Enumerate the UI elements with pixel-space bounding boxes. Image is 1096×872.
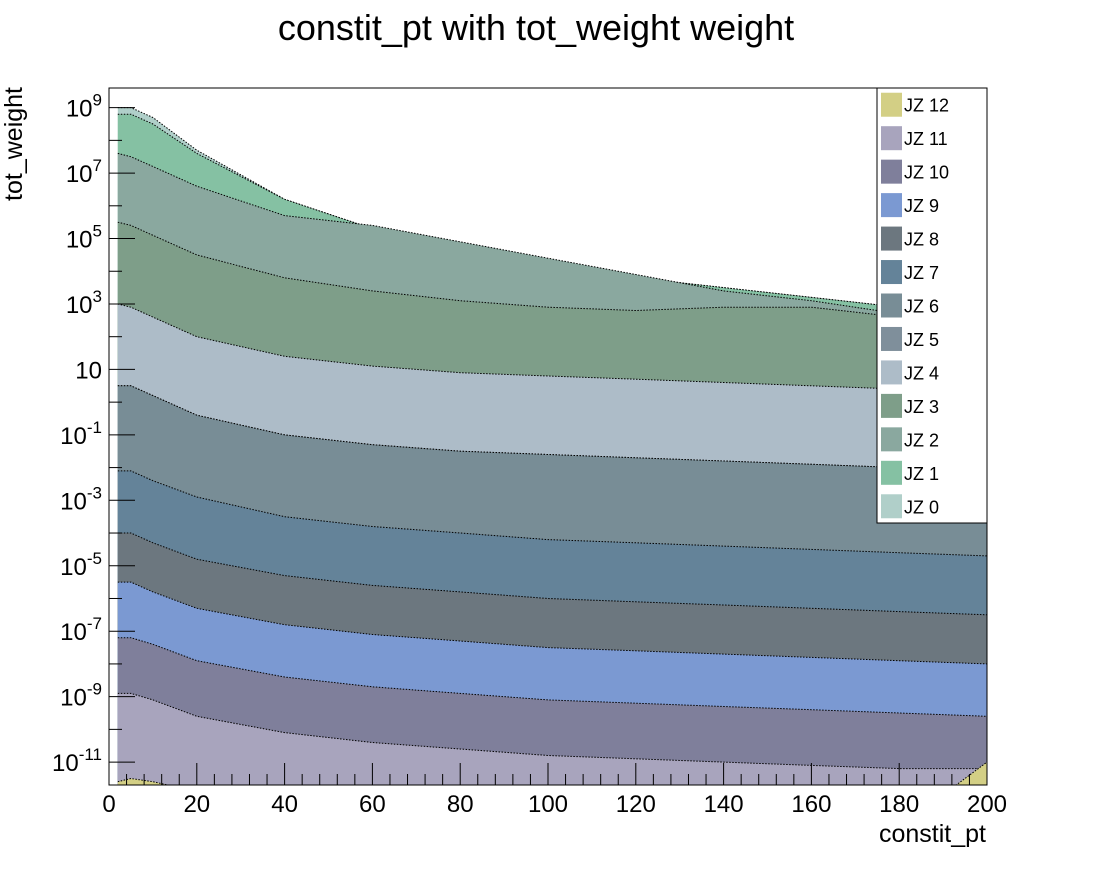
legend-label-jz-9: JZ 9	[904, 196, 939, 216]
y-tick-label: 10-5	[60, 549, 102, 581]
legend-swatch-jz-2	[881, 427, 902, 452]
legend-swatch-jz-5	[881, 326, 902, 351]
y-tick-label: 103	[66, 287, 102, 319]
x-tick-label: 0	[102, 791, 115, 818]
legend-label-jz-3: JZ 3	[904, 397, 939, 417]
x-tick-label: 120	[616, 791, 656, 818]
x-tick-label: 180	[879, 791, 919, 818]
y-tick-label: 105	[66, 222, 102, 254]
x-axis: 0 20 40 60 80 100 120 140 160 180 200	[102, 763, 1007, 818]
chart-title: constit_pt with tot_weight weight	[278, 7, 794, 48]
legend-label-jz-6: JZ 6	[904, 297, 939, 317]
legend-label-jz-7: JZ 7	[904, 263, 939, 283]
y-tick-label: 10-3	[60, 483, 102, 515]
legend-swatch-jz-3	[881, 393, 902, 418]
y-tick-label: 10-7	[60, 614, 102, 646]
x-axis-title: constit_pt	[879, 820, 986, 848]
legend-swatch-jz-4	[881, 360, 902, 385]
line-jz-2	[117, 152, 987, 321]
area-jz-11	[117, 693, 987, 785]
legend-label-jz-2: JZ 2	[904, 430, 939, 450]
line-jz-9	[117, 581, 987, 665]
legend-swatch-jz-10	[881, 159, 902, 184]
x-tick-label: 20	[183, 791, 210, 818]
legend-swatch-jz-8	[881, 226, 902, 251]
line-jz-10	[117, 637, 987, 717]
y-tick-label: 107	[66, 156, 102, 188]
y-tick-label: 10-1	[60, 418, 102, 450]
x-tick-label: 100	[528, 791, 568, 818]
line-jz-3	[117, 221, 987, 325]
line-jz-8	[117, 532, 987, 616]
legend-label-jz-0: JZ 0	[904, 497, 939, 517]
legend-swatch-jz-0	[881, 494, 902, 519]
legend-label-jz-1: JZ 1	[904, 464, 939, 484]
y-axis-title: tot_weight	[0, 87, 28, 201]
x-tick-label: 80	[447, 791, 474, 818]
y-tick-label: 10-11	[52, 745, 102, 777]
legend-swatch-jz-1	[881, 460, 902, 485]
line-jz-1	[117, 113, 987, 318]
legend: JZ 12 JZ 11 JZ 10 JZ 9 JZ 8 JZ 7 JZ 6 JZ 5 JZ 4 J…	[876, 87, 988, 524]
y-axis: 109 107 105 103 10 10-1 10-3 10-5 10-7 10-9 10-11	[52, 91, 135, 777]
y-tick-label: 10	[75, 357, 102, 384]
x-tick-label: 200	[967, 791, 1007, 818]
y-tick-label: 109	[66, 91, 102, 123]
x-tick-label: 160	[791, 791, 831, 818]
legend-label-jz-8: JZ 8	[904, 230, 939, 250]
line-jz-4	[117, 303, 987, 393]
legend-label-jz-10: JZ 10	[904, 163, 949, 183]
legend-swatch-jz-12	[881, 92, 902, 117]
legend-swatch-jz-6	[881, 293, 902, 318]
x-tick-label: 40	[271, 791, 298, 818]
legend-swatch-jz-9	[881, 193, 902, 218]
legend-label-jz-4: JZ 4	[904, 363, 939, 383]
x-tick-label: 60	[359, 791, 386, 818]
legend-label-jz-11: JZ 11	[904, 129, 948, 149]
stacked-areas	[117, 107, 987, 785]
legend-swatch-jz-11	[881, 126, 902, 151]
legend-label-jz-12: JZ 12	[904, 96, 949, 116]
legend-label-jz-5: JZ 5	[904, 330, 939, 350]
y-tick-label: 10-9	[60, 680, 102, 712]
x-tick-label: 140	[704, 791, 744, 818]
line-jz-6	[117, 385, 987, 469]
legend-swatch-jz-7	[881, 260, 902, 285]
line-jz-7	[117, 470, 987, 557]
